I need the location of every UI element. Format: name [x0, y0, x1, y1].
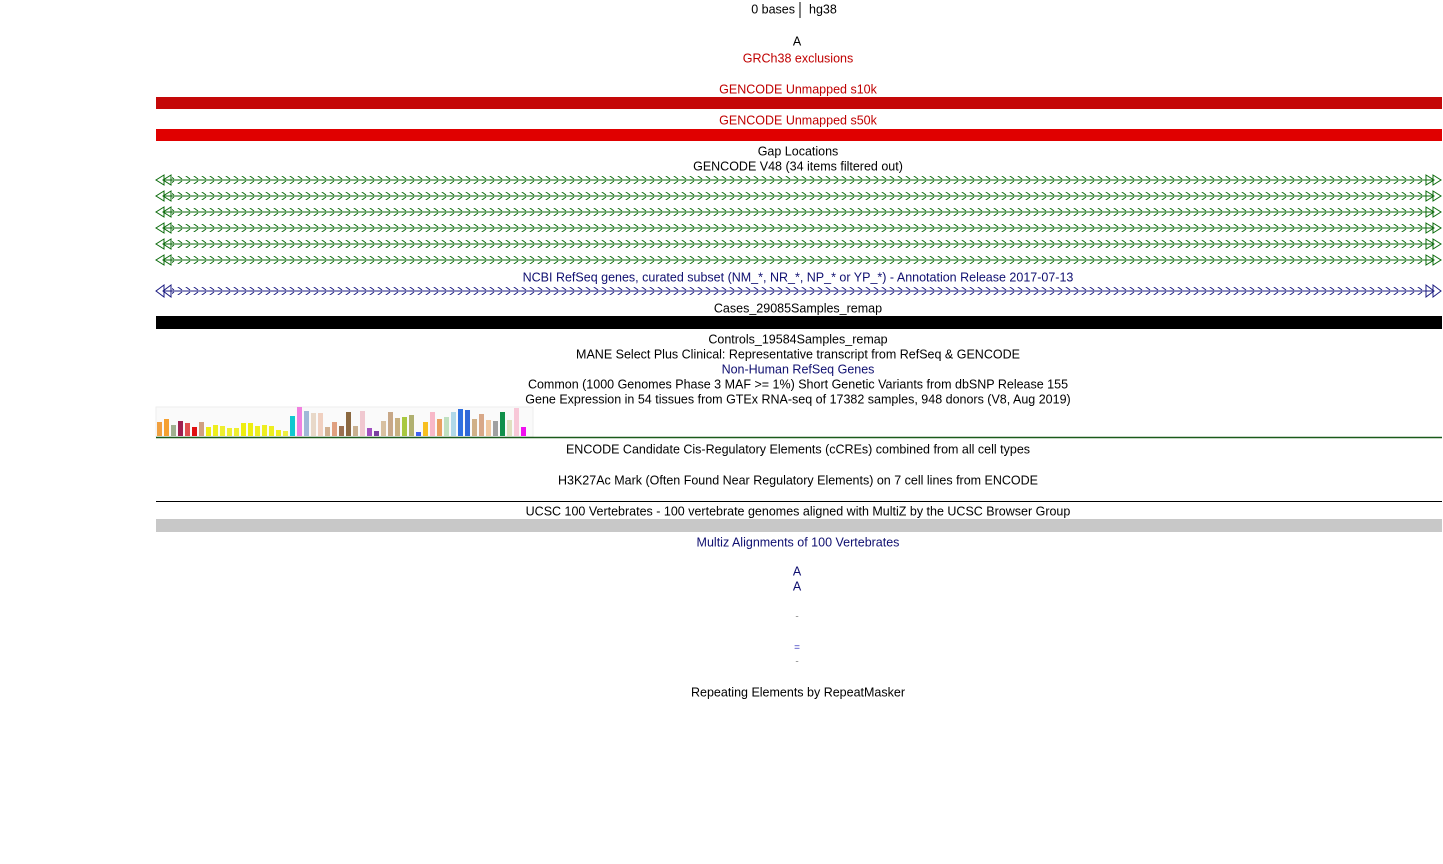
gtex-bar	[297, 407, 302, 436]
track-label: UCSC 100 Vertebrates - 100 vertebrate ge…	[526, 504, 1071, 518]
gtex-bar	[465, 410, 470, 436]
gtex-bar	[402, 417, 407, 436]
gtex-bar	[514, 408, 519, 436]
assembly-label: hg38	[809, 2, 837, 16]
alignment-gap: -	[795, 657, 798, 668]
gtex-bar	[500, 412, 505, 436]
gtex-bar	[290, 416, 295, 436]
gtex-bar	[451, 412, 456, 436]
track-label: Non-Human RefSeq Genes	[722, 362, 875, 376]
gtex-bar	[318, 413, 323, 436]
track-label: GENCODE Unmapped s50k	[719, 113, 877, 127]
gtex-panel	[155, 406, 534, 438]
gtex-bar	[353, 426, 358, 436]
gtex-bar	[171, 425, 176, 436]
alignment-gap: =	[794, 643, 800, 654]
gtex-bar	[241, 423, 246, 436]
gtex-bar	[332, 422, 337, 436]
gtex-bar	[374, 431, 379, 436]
gtex-bar	[325, 427, 330, 436]
gtex-bar	[367, 428, 372, 436]
track-label: Common (1000 Genomes Phase 3 MAF >= 1%) …	[528, 377, 1068, 391]
scale-label: 0 bases	[751, 2, 795, 16]
gtex-bar	[388, 412, 393, 436]
gtex-bar	[276, 430, 281, 436]
track-feature	[156, 129, 1442, 141]
gene-models	[155, 174, 1442, 266]
gtex-bar	[416, 432, 421, 436]
gtex-bar	[262, 425, 267, 436]
gtex-bar	[178, 421, 183, 436]
gtex-bar	[213, 425, 218, 436]
alignment-base: A	[793, 579, 802, 593]
gtex-bar	[185, 423, 190, 436]
gtex-bar	[430, 412, 435, 436]
gtex-bar	[255, 426, 260, 436]
track-label: Multiz Alignments of 100 Vertebrates	[697, 535, 900, 549]
track-label: Gene Expression in 54 tissues from GTEx …	[525, 392, 1070, 406]
gtex-bar	[227, 428, 232, 436]
gtex-bar	[220, 426, 225, 436]
gtex-bar	[164, 419, 169, 436]
gtex-bar	[437, 419, 442, 436]
track-label: H3K27Ac Mark (Often Found Near Regulator…	[558, 473, 1038, 487]
track-label: MANE Select Plus Clinical: Representativ…	[576, 347, 1020, 361]
gtex-bar	[521, 427, 526, 436]
alignment-gap: -	[795, 612, 798, 623]
gtex-bar	[381, 421, 386, 436]
gtex-bar	[409, 415, 414, 436]
track-label: Cases_29085Samples_remap	[714, 301, 882, 315]
gtex-bar	[206, 427, 211, 436]
track-label: ENCODE Candidate Cis-Regulatory Elements…	[566, 442, 1030, 456]
track-label: A	[793, 34, 802, 48]
gtex-bar	[423, 422, 428, 436]
gtex-bar	[479, 414, 484, 436]
gtex-bar	[507, 420, 512, 436]
gtex-bar	[444, 417, 449, 436]
alignment-base: A	[793, 564, 802, 578]
gtex-bar	[395, 418, 400, 436]
conservation-track	[156, 519, 1442, 532]
gtex-bar	[339, 426, 344, 436]
gtex-bar	[493, 421, 498, 436]
gtex-bar	[486, 420, 491, 436]
gtex-bar	[283, 431, 288, 436]
track-label: GRCh38 exclusions	[743, 51, 853, 65]
gtex-bar	[234, 428, 239, 436]
gtex-bar	[311, 413, 316, 436]
gtex-bar	[199, 422, 204, 436]
track-label: Controls_19584Samples_remap	[708, 332, 887, 346]
gtex-bar	[346, 412, 351, 436]
gtex-bar	[269, 426, 274, 436]
track-label: Repeating Elements by RepeatMasker	[691, 685, 905, 699]
gtex-bar	[157, 422, 162, 436]
track-feature	[156, 316, 1442, 329]
track-label: Gap Locations	[758, 144, 839, 158]
gtex-bar	[304, 411, 309, 436]
track-label: NCBI RefSeq genes, curated subset (NM_*,…	[523, 270, 1074, 284]
gtex-bars	[157, 407, 526, 436]
track-feature	[156, 97, 1442, 109]
gtex-bar	[458, 409, 463, 436]
gtex-bar	[472, 419, 477, 436]
gtex-bar	[360, 411, 365, 436]
gtex-bar	[192, 427, 197, 436]
track-label: GENCODE Unmapped s10k	[719, 82, 877, 96]
refseq-gene	[155, 284, 1442, 298]
track-label: GENCODE V48 (34 items filtered out)	[693, 159, 903, 173]
gtex-bar	[248, 423, 253, 436]
